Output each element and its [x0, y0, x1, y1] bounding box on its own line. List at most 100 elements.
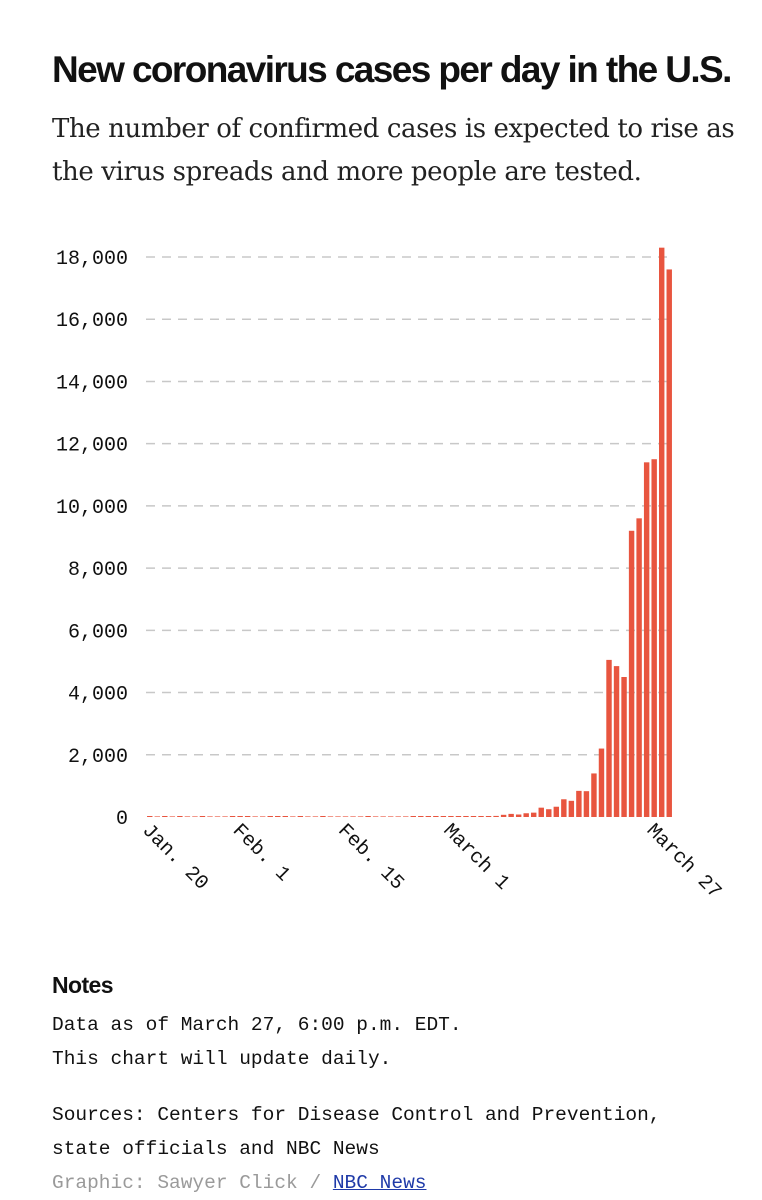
bar: [448, 816, 454, 817]
chart-title: New coronavirus cases per day in the U.S…: [52, 49, 732, 90]
bar: [613, 666, 620, 817]
bar: [290, 816, 296, 817]
bar: [538, 807, 544, 817]
bar: [395, 816, 401, 817]
y-tick-label: 2,000: [68, 746, 128, 769]
bar: [252, 816, 258, 817]
bar: [485, 816, 492, 817]
bar: [169, 816, 176, 817]
bar: [154, 816, 160, 817]
bar: [455, 816, 462, 817]
bar: [636, 518, 642, 817]
bar: [493, 815, 499, 817]
notes-line-1: Data as of March 27, 6:00 p.m. EDT.: [52, 1014, 462, 1036]
bar: [267, 816, 273, 817]
bar: [643, 462, 650, 817]
y-tick-label: 10,000: [56, 497, 128, 520]
bar: [628, 530, 635, 817]
x-tick-label: March 27: [641, 820, 725, 904]
bar: [508, 813, 514, 817]
bar: [199, 816, 206, 817]
y-tick-label: 4,000: [68, 684, 128, 707]
bar: [244, 816, 251, 817]
y-tick-label: 16,000: [56, 310, 128, 333]
credit-prefix: Graphic: Sawyer Click /: [52, 1172, 322, 1194]
bar: [372, 816, 379, 817]
bar: [418, 816, 424, 817]
graphic-credit: Graphic: Sawyer Click / NBC News: [52, 1172, 426, 1194]
bar: [184, 816, 191, 817]
bar: [651, 459, 657, 817]
notes-line-2: This chart will update daily.: [52, 1048, 392, 1070]
bar: [177, 816, 183, 817]
bar: [312, 816, 319, 817]
bar: [259, 816, 266, 817]
x-tick-label: March 1: [438, 820, 514, 896]
y-tick-label: 12,000: [56, 435, 128, 458]
bar: [147, 816, 153, 817]
bar: [553, 806, 560, 817]
y-axis-ticks: 0 2,000 4,000 6,000 8,000 10,000 12,000 14,000 1…: [56, 248, 128, 831]
bar: [561, 799, 567, 817]
bar: [327, 816, 334, 817]
bar: [591, 773, 597, 817]
bar: [387, 816, 394, 817]
bar: [297, 816, 304, 817]
bar: [275, 816, 281, 817]
y-tick-label: 14,000: [56, 372, 128, 395]
bar: [335, 816, 341, 817]
bar: [583, 791, 590, 817]
bar: [500, 814, 507, 817]
bar: [162, 816, 168, 817]
bar: [440, 816, 447, 817]
y-tick-label: 8,000: [68, 559, 128, 582]
bar: [425, 816, 432, 817]
bar: [192, 816, 198, 817]
sources-line-2: state officials and NBC News: [52, 1138, 380, 1160]
x-axis-ticks: Jan. 20 Feb. 1 Feb. 15 March 1 March 27: [137, 820, 726, 904]
bar: [222, 816, 228, 817]
bar: [214, 816, 221, 817]
bar: [357, 816, 364, 817]
bar: [478, 816, 484, 817]
bar: [237, 816, 243, 817]
bar: [666, 269, 672, 817]
bar: [470, 816, 477, 817]
notes-heading: Notes: [52, 972, 114, 998]
nbc-news-link[interactable]: NBC News: [332, 1172, 427, 1194]
bar: [546, 809, 552, 817]
bar: [403, 816, 409, 817]
bar: [523, 813, 529, 817]
bar: [282, 816, 288, 817]
bar: [659, 247, 665, 818]
x-tick-label: Feb. 1: [227, 820, 294, 887]
y-tick-label: 18,000: [56, 248, 128, 271]
bar: [365, 816, 371, 817]
bar: [433, 816, 439, 817]
bar: [410, 816, 416, 817]
sources-line-1: Sources: Centers for Disease Control and…: [52, 1104, 661, 1126]
bar: [380, 816, 386, 817]
x-tick-label: Jan. 20: [137, 820, 213, 896]
y-tick-label: 6,000: [68, 621, 128, 644]
bar: [305, 816, 311, 817]
y-tick-label: 0: [116, 808, 128, 831]
chart-subtitle: The number of confirmed cases is expecte…: [52, 114, 735, 187]
bar: [229, 816, 236, 817]
bar: [463, 816, 469, 817]
bar: [598, 748, 605, 817]
bar: [621, 677, 627, 817]
bars: [147, 247, 672, 818]
bar: [207, 816, 213, 817]
bar: [568, 800, 575, 817]
bar: [531, 812, 537, 817]
grid-lines: [146, 256, 673, 756]
bar: [515, 814, 522, 817]
bar: [576, 790, 582, 817]
bar: [342, 816, 349, 817]
bar-chart: 0 2,000 4,000 6,000 8,000 10,000 12,000 14,000 1…: [56, 247, 726, 904]
bar: [606, 659, 612, 817]
bar: [320, 816, 326, 817]
x-tick-label: Feb. 15: [333, 820, 409, 896]
bar: [350, 816, 356, 817]
